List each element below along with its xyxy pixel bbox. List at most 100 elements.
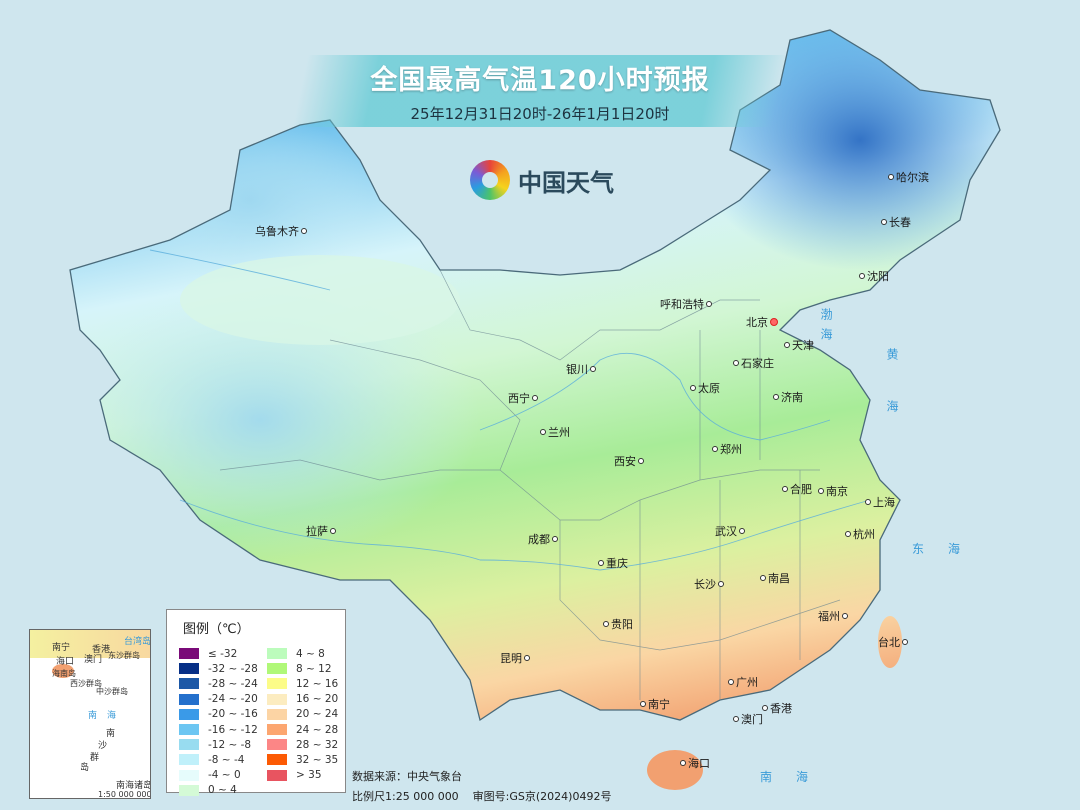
- city-label: 郑州: [712, 441, 742, 457]
- city-dot-icon: [902, 639, 908, 645]
- city-label: 拉萨: [306, 523, 336, 539]
- legend-item: -12 ~ -8: [179, 737, 258, 752]
- city-dot-icon: [782, 486, 788, 492]
- city-name: 南京: [826, 485, 848, 498]
- city-label: 济南: [773, 389, 803, 405]
- legend-label: -12 ~ -8: [208, 738, 252, 751]
- city-label: 天津: [784, 337, 814, 353]
- sea-label-huanghai: 黄海: [885, 348, 899, 452]
- city-label: 北京: [746, 314, 778, 330]
- city-name: 南宁: [648, 698, 670, 711]
- legend-item: 12 ~ 16: [267, 676, 338, 691]
- city-dot-icon: [640, 701, 646, 707]
- legend-item: 4 ~ 8: [267, 646, 338, 661]
- inset-label: 沙: [98, 741, 108, 751]
- inset-label: 南海: [88, 711, 127, 721]
- legend-label: ≤ -32: [208, 647, 238, 660]
- city-label: 兰州: [540, 424, 570, 440]
- city-dot-icon: [680, 760, 686, 766]
- city-name: 呼和浩特: [660, 298, 704, 311]
- legend-label: -8 ~ -4: [208, 753, 245, 766]
- legend-label: 16 ~ 20: [296, 693, 339, 706]
- legend-swatch: [267, 648, 287, 660]
- city-name: 合肥: [790, 483, 812, 496]
- city-name: 银川: [566, 363, 588, 376]
- legend-label: 4 ~ 8: [296, 647, 325, 660]
- city-label: 成都: [528, 531, 558, 547]
- city-label: 南京: [818, 483, 848, 499]
- city-label: 香港: [762, 700, 792, 716]
- inset-label: 澳门: [84, 655, 103, 665]
- city-dot-icon: [603, 621, 609, 627]
- city-name: 西安: [614, 455, 636, 468]
- legend-label: 0 ~ 4: [208, 784, 237, 797]
- scale-approval: 比例尺1:25 000 000 审图号:GS京(2024)0492号: [352, 790, 612, 803]
- city-dot-icon: [301, 228, 307, 234]
- legend-label: 24 ~ 28: [296, 723, 339, 736]
- legend-item: > 35: [267, 768, 338, 783]
- city-dot-icon: [733, 360, 739, 366]
- south-china-sea-inset: 南宁 香港 澳门 海口 台湾岛 东沙群岛 海南岛 西沙群岛 中沙群岛 南海 南 …: [29, 629, 151, 799]
- city-name: 石家庄: [741, 357, 774, 370]
- city-name: 上海: [873, 496, 895, 509]
- city-name: 广州: [736, 676, 758, 689]
- city-dot-icon: [739, 528, 745, 534]
- legend-swatch: [179, 754, 199, 766]
- city-label: 重庆: [598, 555, 628, 571]
- legend-label: > 35: [296, 769, 322, 782]
- city-dot-icon: [760, 575, 766, 581]
- legend-swatch: [179, 739, 199, 751]
- city-dot-icon: [524, 655, 530, 661]
- legend-item: -28 ~ -24: [179, 676, 258, 691]
- city-name: 天津: [792, 339, 814, 352]
- legend-title: 图例（℃）: [183, 622, 250, 637]
- city-name: 长沙: [694, 578, 716, 591]
- city-dot-icon: [540, 429, 546, 435]
- city-name: 香港: [770, 702, 792, 715]
- city-name: 太原: [698, 382, 720, 395]
- legend-swatch: [179, 693, 199, 705]
- legend: 图例（℃） ≤ -32 -32 ~ -28 -28 ~ -24 -24 ~ -20 -2…: [166, 609, 346, 797]
- city-label: 合肥: [782, 481, 812, 497]
- inset-scale: 1:50 000 000: [98, 790, 151, 799]
- city-label: 武汉: [715, 523, 745, 539]
- rivers: [149, 249, 871, 571]
- city-label: 呼和浩特: [660, 296, 712, 312]
- legend-label: -32 ~ -28: [208, 662, 258, 675]
- legend-label: -24 ~ -20: [208, 693, 258, 706]
- legend-swatch: [267, 708, 287, 720]
- legend-item: ≤ -32: [179, 646, 258, 661]
- city-dot-icon: [733, 716, 739, 722]
- city-dot-icon: [728, 679, 734, 685]
- city-label: 银川: [566, 361, 596, 377]
- city-label: 南昌: [760, 570, 790, 586]
- inset-label: 岛: [80, 763, 90, 773]
- legend-swatch: [267, 754, 287, 766]
- inset-caption: 南海诸岛: [116, 781, 151, 791]
- city-label: 长春: [881, 214, 911, 230]
- legend-item: 20 ~ 24: [267, 707, 338, 722]
- city-dot-icon: [706, 301, 712, 307]
- legend-swatch: [179, 769, 199, 781]
- city-dot-icon: [784, 342, 790, 348]
- city-label: 哈尔滨: [888, 169, 929, 185]
- legend-item: 8 ~ 12: [267, 661, 338, 676]
- logo-text: 中国天气: [518, 168, 614, 197]
- city-name: 武汉: [715, 525, 737, 538]
- legend-swatch: [267, 739, 287, 751]
- legend-label: 12 ~ 16: [296, 677, 339, 690]
- legend-item: 28 ~ 32: [267, 737, 338, 752]
- inset-label: 香港: [92, 645, 111, 655]
- legend-item: 32 ~ 35: [267, 752, 338, 767]
- city-name: 长春: [889, 216, 911, 229]
- city-name: 昆明: [500, 652, 522, 665]
- city-dot-icon: [818, 488, 824, 494]
- inset-mainland: [30, 630, 150, 658]
- city-label: 乌鲁木齐: [255, 223, 307, 239]
- legend-item: -32 ~ -28: [179, 661, 258, 676]
- legend-item: -16 ~ -12: [179, 722, 258, 737]
- sea-label-nanhai: 南海: [760, 770, 833, 784]
- city-name: 杭州: [853, 528, 875, 541]
- inset-label: 南宁: [52, 643, 71, 653]
- city-dot-icon: [718, 581, 724, 587]
